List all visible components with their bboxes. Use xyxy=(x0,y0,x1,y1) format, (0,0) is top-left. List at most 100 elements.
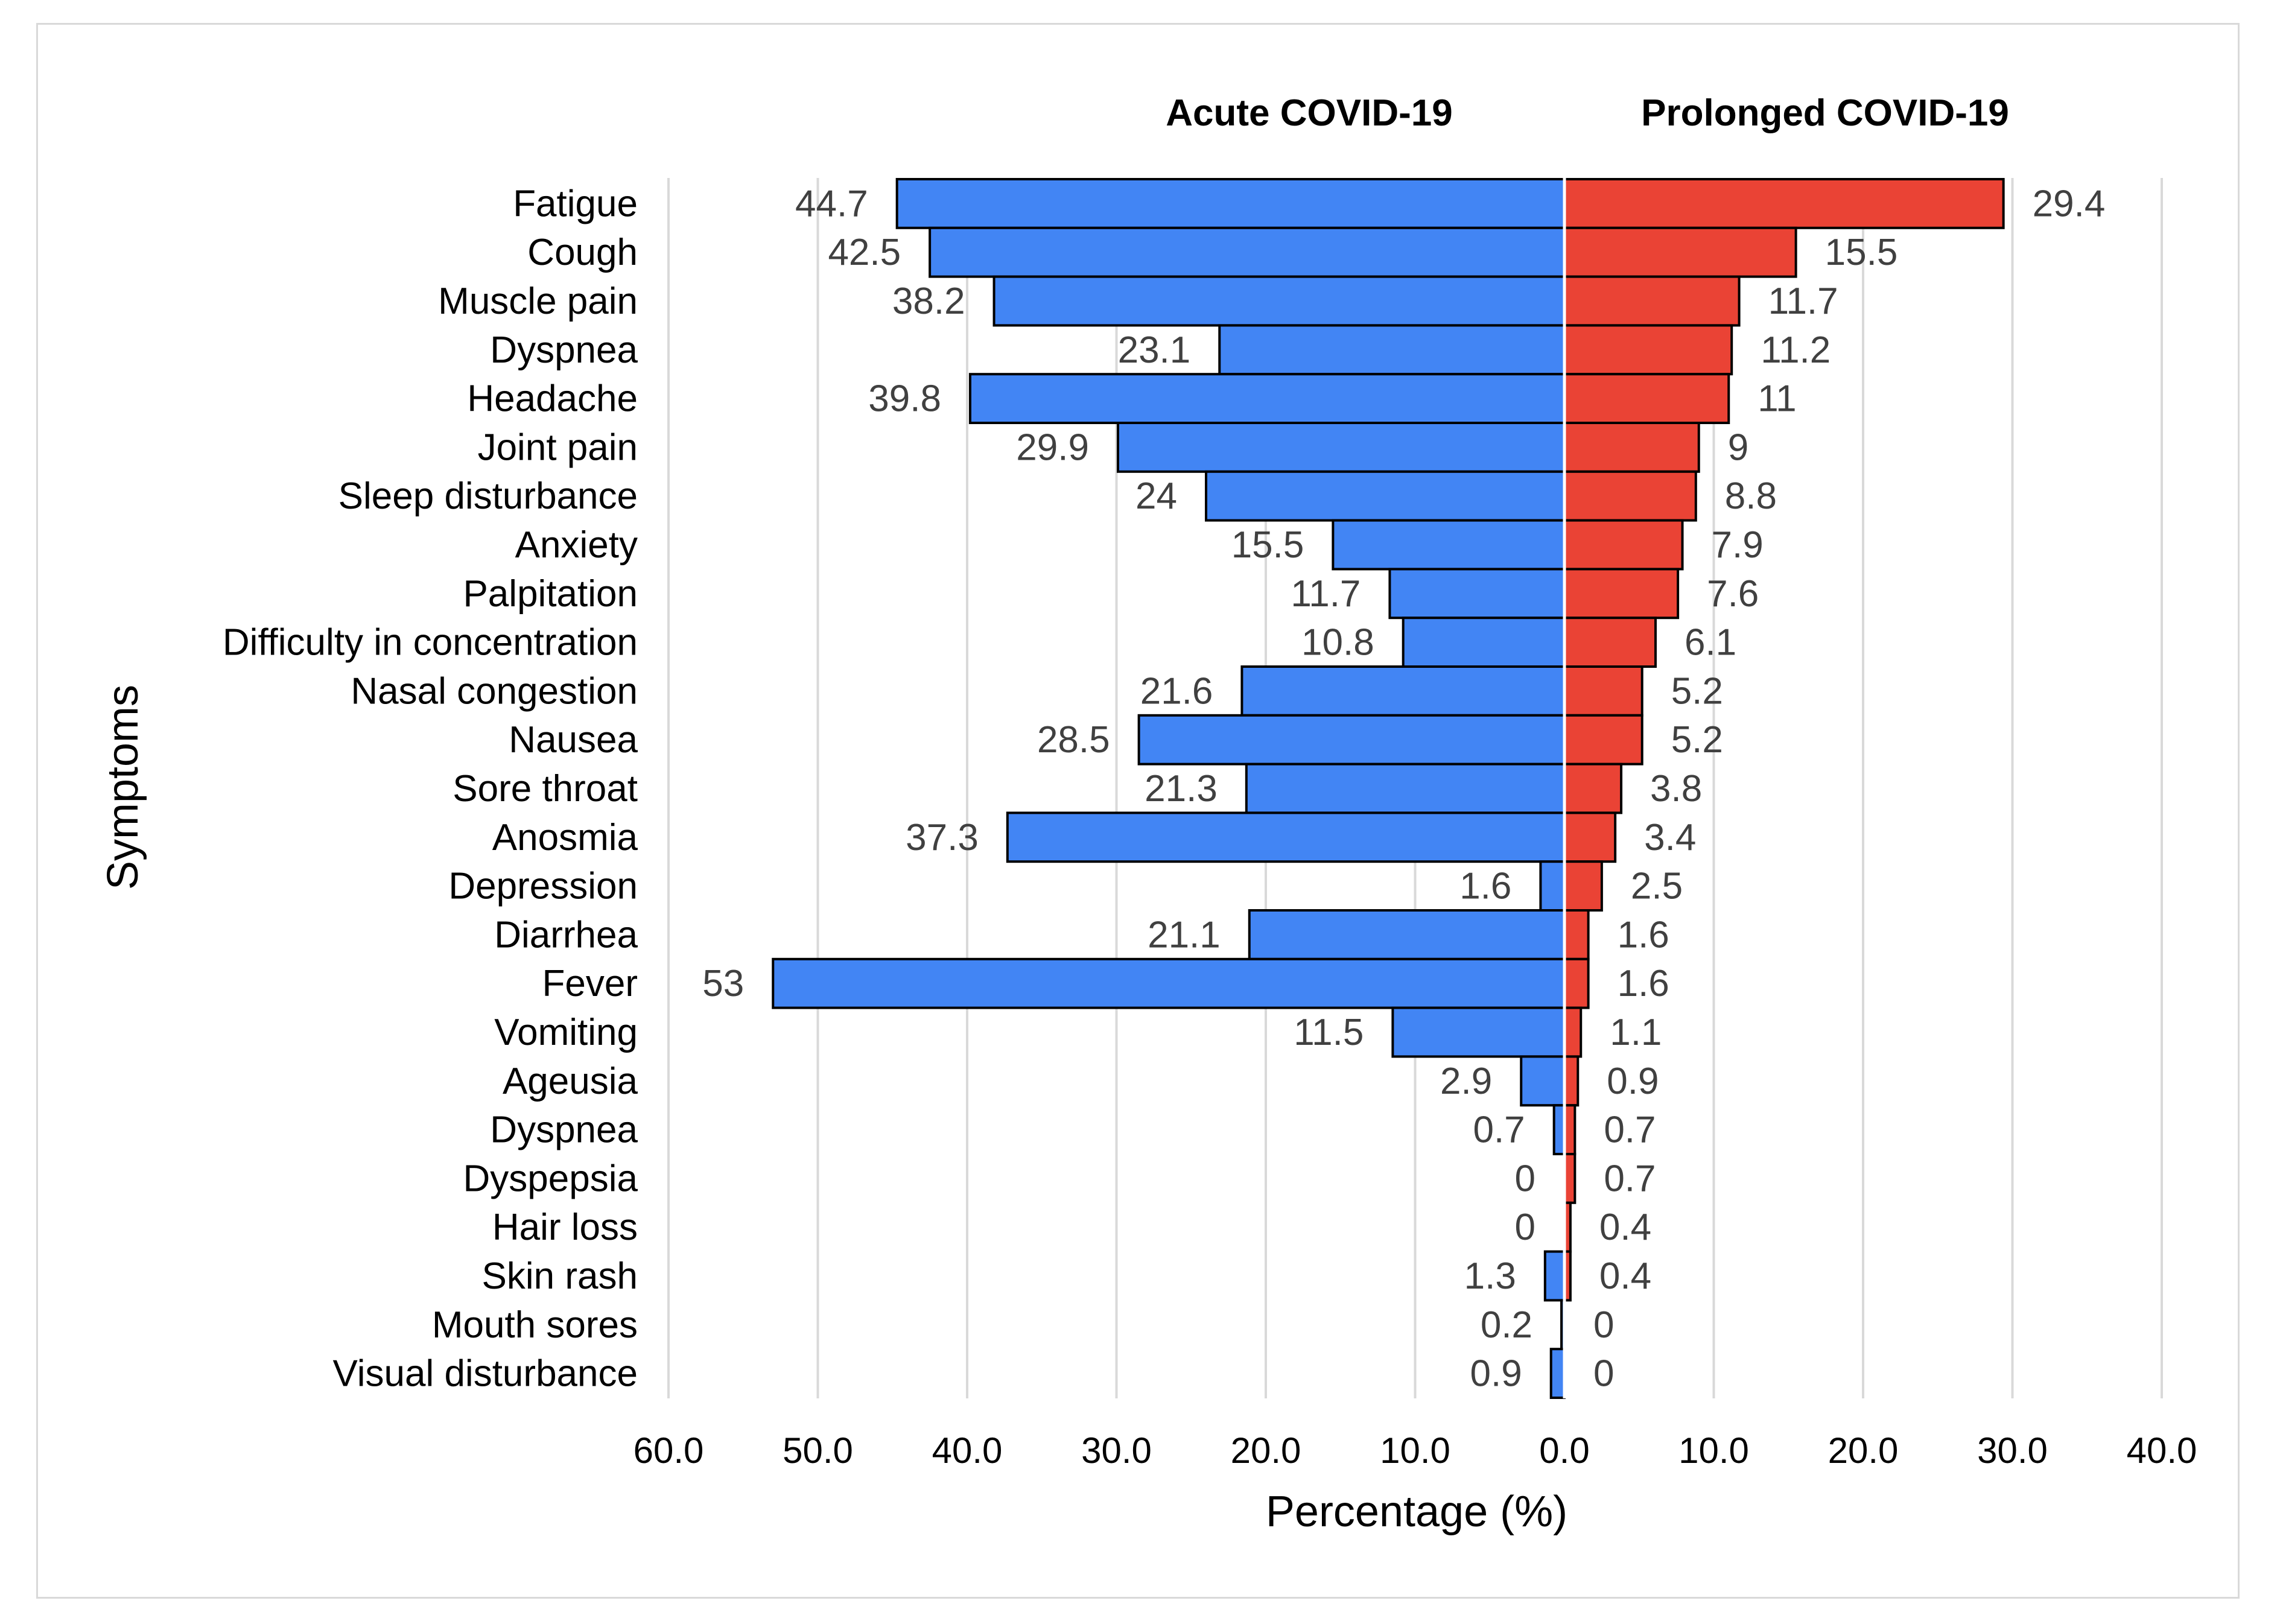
category-label: Fever xyxy=(542,963,638,1004)
bar-acute xyxy=(1388,568,1566,620)
value-label-acute: 0 xyxy=(1515,1158,1535,1199)
bar-acute xyxy=(1116,422,1566,473)
bar-prolonged xyxy=(1563,373,1730,425)
category-label: Vomiting xyxy=(494,1012,638,1053)
value-label-prolonged: 15.5 xyxy=(1825,232,1898,273)
bar-prolonged xyxy=(1563,1104,1577,1155)
value-label-acute: 53 xyxy=(702,963,744,1004)
value-label-prolonged: 1.6 xyxy=(1618,914,1669,956)
category-label: Anxiety xyxy=(515,524,638,566)
value-label-prolonged: 9 xyxy=(1728,427,1748,468)
x-tick-label: 10.0 xyxy=(1380,1430,1450,1471)
bar-acute xyxy=(1549,1348,1566,1399)
value-label-prolonged: 5.2 xyxy=(1671,670,1723,712)
value-label-acute: 1.6 xyxy=(1459,866,1511,907)
value-label-prolonged: 6.1 xyxy=(1685,622,1736,664)
y-axis-title: Symptoms xyxy=(99,685,147,890)
bar-acute xyxy=(929,226,1566,278)
category-label: Mouth sores xyxy=(432,1304,638,1346)
bar-acute xyxy=(1539,860,1566,912)
bar-prolonged xyxy=(1563,714,1643,766)
category-label: Cough xyxy=(527,232,638,273)
bar-acute xyxy=(1218,324,1566,376)
value-label-acute: 44.7 xyxy=(795,183,868,224)
x-tick-label: 30.0 xyxy=(1081,1430,1152,1471)
x-tick-labels: 60.0 50.0 40.0 30.0 20.0 10.0 0.0 10.0 20.0 30.0 4… xyxy=(634,1430,2197,1471)
value-label-prolonged: 0 xyxy=(1593,1353,1614,1395)
value-label-prolonged: 0.7 xyxy=(1604,1109,1656,1151)
bar-acute xyxy=(1552,1104,1566,1155)
category-label: Skin rash xyxy=(482,1255,638,1297)
value-label-prolonged: 0.7 xyxy=(1604,1158,1656,1199)
bar-prolonged xyxy=(1563,1006,1583,1058)
bar-prolonged xyxy=(1563,617,1657,668)
value-label-prolonged: 1.6 xyxy=(1618,963,1669,1004)
x-tick-label: 30.0 xyxy=(1977,1430,2048,1471)
bar-acute xyxy=(1245,763,1566,814)
value-label-acute: 23.1 xyxy=(1118,329,1191,371)
category-label: Palpitation xyxy=(463,573,638,615)
bar-acute xyxy=(1205,470,1566,522)
bar-prolonged xyxy=(1563,1153,1577,1204)
category-label: Dyspepsia xyxy=(463,1158,638,1199)
bar-acute xyxy=(1137,714,1566,766)
value-label-acute: 21.3 xyxy=(1145,768,1218,810)
value-label-acute: 0.7 xyxy=(1473,1109,1525,1151)
value-label-acute: 0.2 xyxy=(1481,1304,1532,1346)
category-label: Anosmia xyxy=(492,817,638,858)
value-label-prolonged: 8.8 xyxy=(1725,475,1777,517)
value-label-acute: 21.6 xyxy=(1140,670,1213,712)
x-tick-label: 50.0 xyxy=(783,1430,853,1471)
value-label-prolonged: 0.4 xyxy=(1599,1207,1651,1248)
bar-prolonged xyxy=(1563,665,1643,717)
bar-acute xyxy=(1391,1006,1566,1058)
category-label: Diarrhea xyxy=(494,914,638,956)
bar-acute xyxy=(1248,909,1566,960)
category-label: Hair loss xyxy=(492,1207,638,1248)
category-labels: Fatigue Cough Muscle pain Dyspnea Headache Jo… xyxy=(223,183,638,1394)
category-label: Difficulty in concentration xyxy=(223,622,638,664)
value-label-prolonged: 11.2 xyxy=(1761,329,1831,371)
bar-prolonged xyxy=(1563,226,1797,278)
value-label-acute: 2.9 xyxy=(1440,1061,1492,1102)
value-label-prolonged: 0.9 xyxy=(1607,1061,1659,1102)
category-label: Joint pain xyxy=(478,427,638,468)
bar-acute xyxy=(1332,519,1566,571)
x-tick-label: 40.0 xyxy=(932,1430,1003,1471)
value-label-prolonged: 1.1 xyxy=(1610,1012,1662,1053)
value-label-prolonged: 0 xyxy=(1593,1304,1614,1346)
x-tick-label: 0.0 xyxy=(1539,1430,1589,1471)
bar-prolonged xyxy=(1563,519,1684,571)
category-label: Nausea xyxy=(509,719,638,761)
value-label-acute: 11.5 xyxy=(1294,1012,1364,1053)
category-label: Muscle pain xyxy=(438,281,638,322)
bar-prolonged xyxy=(1563,909,1590,960)
value-label-prolonged: 2.5 xyxy=(1631,866,1683,907)
bar-acute xyxy=(968,373,1566,425)
x-tick-label: 10.0 xyxy=(1678,1430,1749,1471)
series-heading-acute: Acute COVID-19 xyxy=(1166,92,1452,134)
category-label: Sleep disturbance xyxy=(338,475,638,517)
bar-prolonged xyxy=(1563,763,1623,814)
bar-acute xyxy=(772,957,1566,1009)
value-label-prolonged: 11.7 xyxy=(1768,281,1838,322)
value-label-acute: 24 xyxy=(1135,475,1177,517)
bar-prolonged xyxy=(1563,324,1733,376)
value-label-acute: 1.3 xyxy=(1464,1255,1516,1297)
value-label-acute: 0 xyxy=(1515,1207,1535,1248)
value-labels: 44.7 29.4 42.5 15.5 38.2 11.7 23.1 11.2 39.8 11 29… xyxy=(702,183,2105,1394)
bar-prolonged xyxy=(1563,811,1617,863)
bar-prolonged xyxy=(1563,275,1741,327)
x-axis-title: Percentage (%) xyxy=(1266,1488,1567,1536)
value-label-acute: 21.1 xyxy=(1148,914,1221,956)
category-label: Ageusia xyxy=(503,1061,638,1102)
bar-acute xyxy=(1240,665,1566,717)
value-label-acute: 15.5 xyxy=(1231,524,1304,566)
value-label-prolonged: 5.2 xyxy=(1671,719,1723,761)
value-label-prolonged: 7.9 xyxy=(1712,524,1764,566)
bar-acute xyxy=(1543,1250,1566,1302)
category-label: Visual disturbance xyxy=(332,1353,638,1395)
value-label-prolonged: 3.8 xyxy=(1650,768,1702,810)
bar-prolonged xyxy=(1563,1055,1580,1107)
value-label-prolonged: 7.6 xyxy=(1707,573,1759,615)
